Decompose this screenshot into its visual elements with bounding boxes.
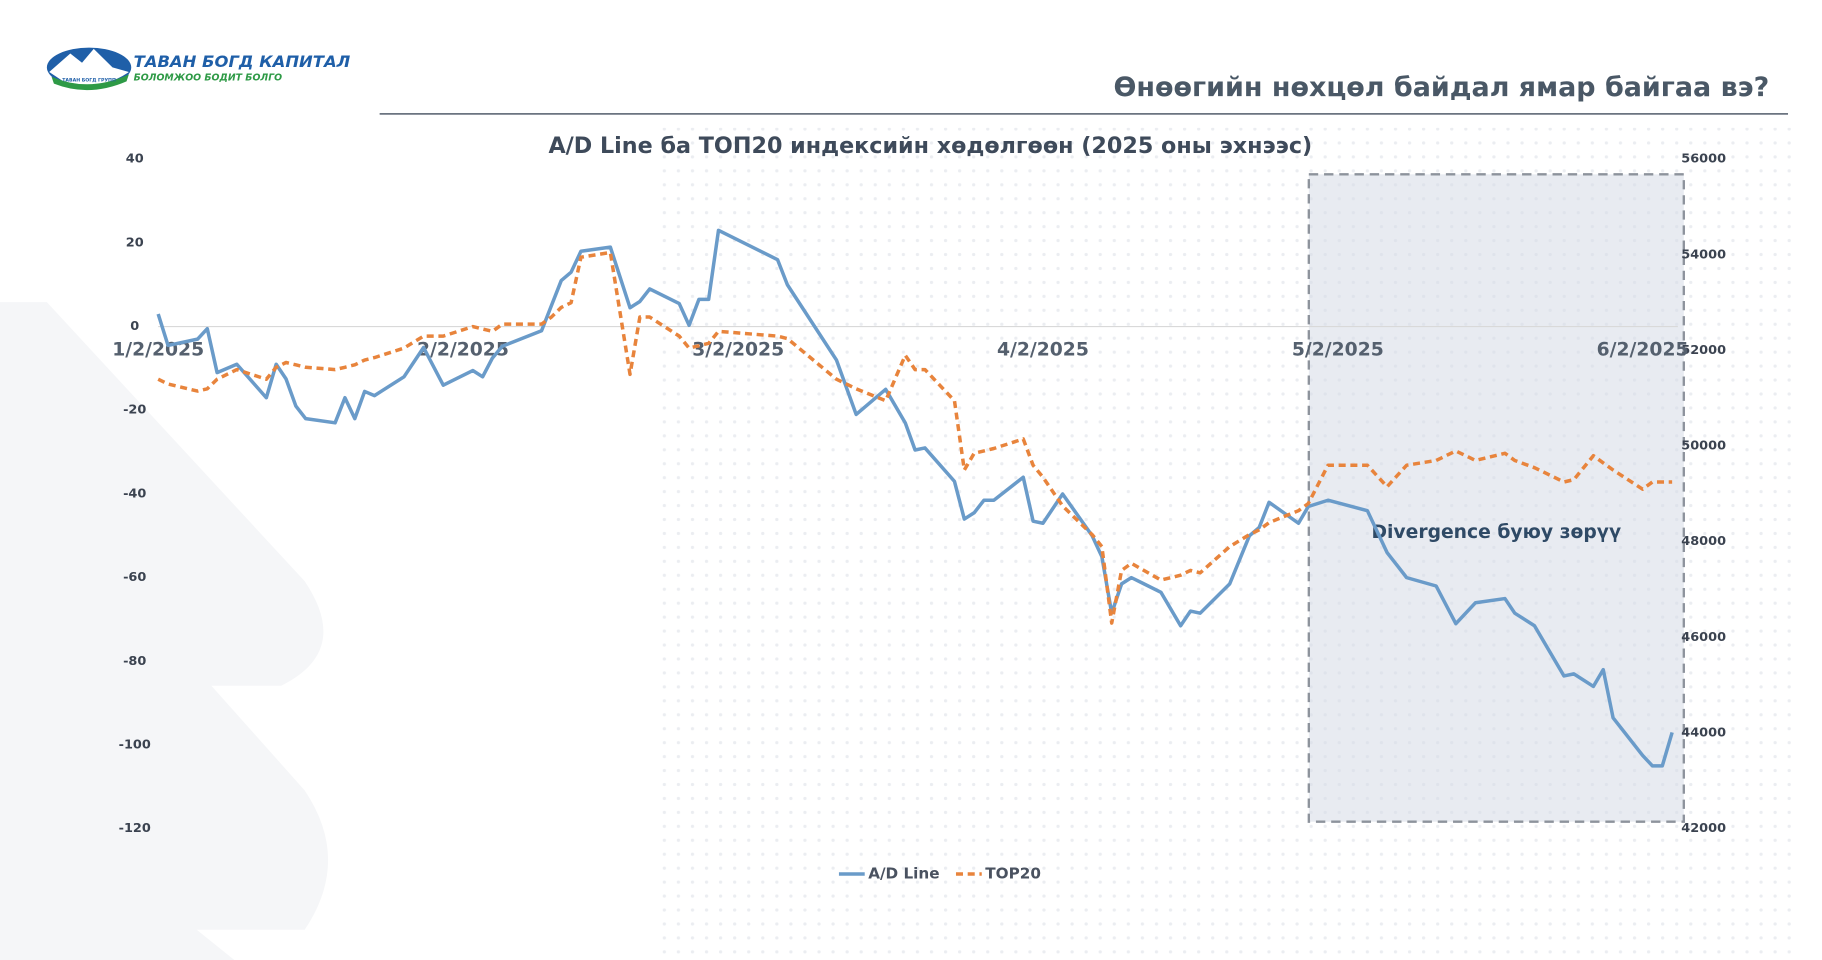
y2-tick-label: 54000 [1681, 247, 1726, 262]
x-tick-label: 4/2/2025 [997, 339, 1089, 360]
x-tick-label: 1/2/2025 [112, 339, 204, 360]
series-line [156, 228, 1674, 768]
y2-tick-label: 46000 [1681, 630, 1726, 645]
y-tick-label: -80 [123, 654, 146, 669]
y-tick-label: -40 [123, 486, 146, 501]
x-tick-label: 3/2/2025 [692, 339, 784, 360]
y-tick-label: -120 [119, 821, 151, 836]
x-tick-label: 5/2/2025 [1292, 339, 1384, 360]
legend-label: A/D Line [868, 865, 939, 883]
x-tick-label: 6/2/2025 [1597, 339, 1689, 360]
logo-group: ТАВАН БОГД ГРУПП [62, 78, 116, 84]
y-tick-label: -100 [119, 738, 151, 753]
slide-title: Өнөөгийн нөхцөл байдал ямар байгаа вэ? [1114, 72, 1770, 103]
y2-tick-label: 44000 [1681, 726, 1726, 741]
annotation: Divergence буюу зөрүү [1371, 522, 1621, 543]
y-tick-label: -60 [123, 570, 146, 585]
logo-name: ТАВАН БОГД КАПИТАЛ [134, 52, 351, 71]
y-tick-label: 20 [126, 235, 144, 250]
y-tick-label: -20 [123, 403, 146, 418]
y2-tick-label: 42000 [1681, 821, 1726, 836]
y2-tick-label: 52000 [1681, 343, 1726, 358]
y2-tick-label: 56000 [1681, 152, 1726, 167]
logo-slogan: БОЛОМЖОО БОДИТ БОЛГО [134, 72, 283, 83]
legend-label: TOP20 [985, 865, 1041, 883]
y2-tick-label: 48000 [1681, 534, 1726, 549]
chart-title: A/D Line ба ТОП20 индексийн хөдөлгөөн (2… [548, 133, 1312, 159]
logo: ТАВАН БОГД ГРУПП ТАВАН БОГД КАПИТАЛ БОЛО… [46, 47, 351, 91]
y2-tick-label: 50000 [1681, 439, 1726, 454]
y-tick-label: 40 [126, 152, 144, 167]
y-tick-label: 0 [130, 319, 139, 334]
highlight-box [1307, 173, 1685, 823]
x-tick-label: 2/2/2025 [417, 339, 509, 360]
